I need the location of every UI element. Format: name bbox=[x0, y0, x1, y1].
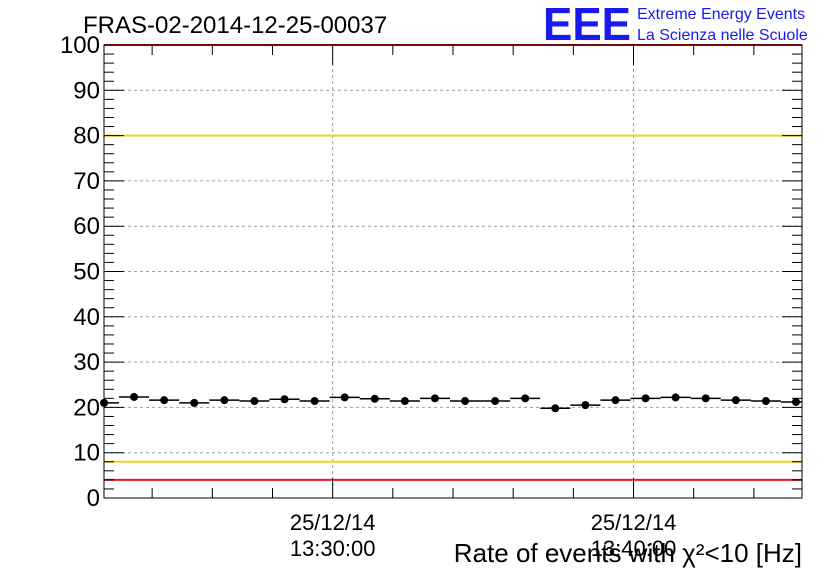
reference-lines bbox=[104, 44, 802, 481]
data-point bbox=[750, 397, 781, 406]
data-marker bbox=[521, 394, 530, 403]
data-marker bbox=[280, 395, 289, 404]
data-points bbox=[100, 392, 802, 413]
y-tick-label: 90 bbox=[73, 77, 100, 104]
y-tick-label: 0 bbox=[87, 485, 100, 512]
data-point bbox=[510, 394, 541, 403]
data-marker bbox=[130, 392, 139, 401]
y-tick-label: 30 bbox=[73, 349, 100, 376]
axis-ticks bbox=[104, 44, 802, 499]
data-marker bbox=[581, 401, 590, 410]
data-marker bbox=[220, 396, 229, 405]
data-marker bbox=[340, 393, 349, 402]
data-marker bbox=[430, 394, 439, 403]
data-point bbox=[119, 392, 150, 401]
data-point bbox=[419, 394, 450, 403]
y-tick-label: 50 bbox=[73, 259, 100, 286]
x-tick-clock: 13:30:00 bbox=[290, 536, 376, 561]
data-marker bbox=[160, 396, 169, 405]
y-tick-label: 70 bbox=[73, 168, 100, 195]
data-point bbox=[179, 398, 210, 407]
data-marker bbox=[461, 397, 470, 406]
data-marker bbox=[551, 404, 560, 413]
chart-title: FRAS-02-2014-12-25-00037 bbox=[83, 12, 387, 39]
logo-line-1: Extreme Energy Events bbox=[637, 6, 805, 23]
data-marker bbox=[641, 394, 650, 403]
data-point bbox=[329, 393, 360, 402]
data-point bbox=[720, 396, 751, 405]
y-tick-labels: 0 10 20 30 40 50 60 70 80 90 100 bbox=[60, 32, 100, 512]
data-point bbox=[660, 393, 691, 402]
y-tick-label: 80 bbox=[73, 123, 100, 150]
data-point bbox=[600, 396, 631, 405]
x-axis-label: Rate of events with χ²<10 [Hz] bbox=[454, 538, 802, 568]
grid bbox=[104, 45, 802, 498]
data-marker bbox=[491, 397, 500, 406]
data-point bbox=[100, 398, 120, 407]
data-point bbox=[690, 394, 721, 403]
eee-logo: EEE Extreme Energy Events La Scienza nel… bbox=[543, 0, 808, 50]
data-marker bbox=[310, 397, 319, 406]
data-point bbox=[449, 397, 481, 406]
y-tick-label: 100 bbox=[60, 32, 100, 59]
x-tick-clock: 13:40:00 bbox=[591, 536, 677, 561]
data-point bbox=[389, 397, 420, 406]
data-point bbox=[269, 395, 300, 404]
data-marker bbox=[611, 396, 620, 405]
data-marker bbox=[791, 397, 800, 406]
data-point bbox=[209, 396, 240, 405]
data-marker bbox=[370, 394, 379, 403]
data-point bbox=[359, 394, 390, 403]
data-marker bbox=[761, 397, 770, 406]
data-point bbox=[540, 404, 571, 413]
data-marker bbox=[731, 396, 740, 405]
data-point bbox=[570, 401, 601, 410]
y-tick-label: 10 bbox=[73, 440, 100, 467]
data-marker bbox=[400, 397, 409, 406]
data-point bbox=[480, 397, 511, 406]
data-point bbox=[630, 394, 661, 403]
data-point bbox=[780, 397, 802, 406]
data-point bbox=[149, 396, 180, 405]
x-tick-date: 25/12/14 bbox=[290, 510, 376, 535]
x-tick-date: 25/12/14 bbox=[591, 510, 677, 535]
data-point bbox=[239, 397, 270, 406]
data-marker bbox=[100, 398, 108, 407]
y-tick-label: 40 bbox=[73, 304, 100, 331]
data-marker bbox=[701, 394, 710, 403]
logo-line-2: La Scienza nelle Scuole bbox=[637, 27, 808, 44]
data-point bbox=[299, 397, 330, 406]
data-marker bbox=[250, 397, 259, 406]
y-tick-label: 60 bbox=[73, 213, 100, 240]
data-marker bbox=[190, 398, 199, 407]
y-tick-label: 20 bbox=[73, 394, 100, 421]
eee-logo-mark: EEE bbox=[543, 0, 631, 50]
data-marker bbox=[671, 393, 680, 402]
